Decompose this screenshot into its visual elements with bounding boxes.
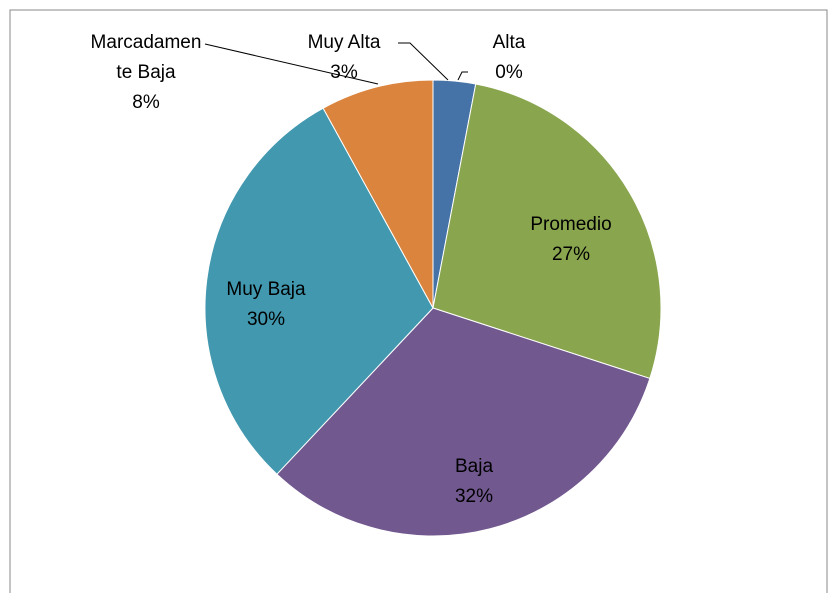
label-text: 3% <box>330 62 358 83</box>
label-text: 8% <box>132 92 160 113</box>
label-text: 32% <box>454 486 494 507</box>
slice-label: Alta 0% <box>434 28 584 88</box>
slice-label: Baja 32% <box>399 452 549 512</box>
label-text: Muy Baja <box>226 279 306 300</box>
label-text: Alta <box>492 32 526 53</box>
leader-line <box>204 43 379 85</box>
label-text: 0% <box>495 62 523 83</box>
slice-label: Muy Alta 3% <box>269 28 419 88</box>
label-text: 27% <box>551 244 591 265</box>
slice-label: Marcadamente Baja 8% <box>89 28 203 118</box>
label-text: Muy Alta <box>307 32 381 53</box>
pie-slice <box>204 107 434 475</box>
chart-frame <box>9 9 828 593</box>
label-text: Promedio <box>530 214 612 235</box>
label-text: Marcadamente Baja <box>90 32 202 83</box>
label-text: 30% <box>246 309 286 330</box>
leader-line <box>398 42 449 81</box>
pie-slice <box>432 83 662 380</box>
slice-label: Muy Baja 30% <box>191 275 341 335</box>
leader-line <box>457 71 468 81</box>
slice-label: Promedio 27% <box>496 210 646 270</box>
pie-slice <box>276 307 651 537</box>
label-text: Baja <box>454 456 494 477</box>
pie-slice <box>322 79 434 309</box>
